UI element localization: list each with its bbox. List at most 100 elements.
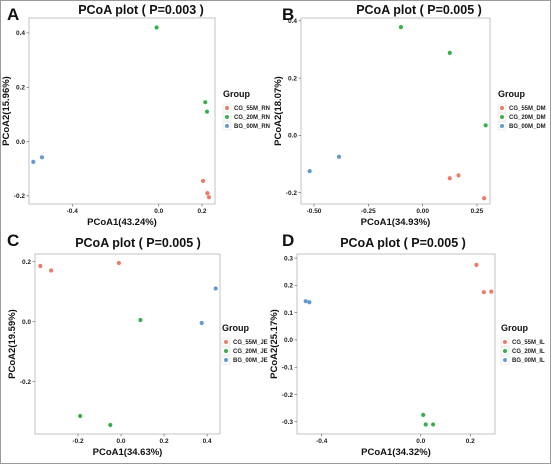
x-tick-label: -0.25: [361, 208, 376, 215]
legend-key-marker: [225, 106, 229, 110]
legend-label: CG_20M_RN: [234, 115, 270, 121]
data-point-cg-55m-dm: [482, 196, 487, 201]
data-point-cg-20m-je: [108, 422, 113, 428]
data-point-cg-55m-rn: [206, 195, 212, 200]
y-tick-label: 0.0: [22, 319, 31, 326]
x-axis-title: PCoA1(43.24%): [87, 217, 157, 228]
data-point-cg-55m-dm: [456, 173, 461, 178]
x-tick-label: 0.25: [471, 208, 484, 215]
data-point-cg-55m-je: [49, 268, 54, 273]
y-axis-title: PCoA2(25.17%): [269, 309, 280, 379]
y-axis-title: PCoA2(15.96%): [1, 76, 12, 146]
y-tick-label: -0.2: [20, 379, 32, 386]
x-tick-label: 0.0: [117, 438, 126, 445]
x-axis-title: PCoA1(34.93%): [361, 217, 431, 228]
legend-key-marker: [225, 115, 229, 119]
plot-frame: [28, 17, 216, 205]
pcoa-panel-a: A PCoA plot ( P=0.003 ) -0.4 0.0 0.2 -0.2 0.0 0…: [1, 3, 270, 228]
x-tick-label: 0.0: [416, 438, 425, 445]
data-point-cg-20m-il: [421, 412, 426, 418]
legend-label: CG_20M_DM: [509, 115, 546, 121]
data-point-cg-20m-dm: [398, 25, 404, 30]
y-tick-label: 0.0: [16, 139, 25, 146]
y-axis-title: PCoA2(18.07%): [273, 76, 284, 146]
x-tick-label: 0.00: [416, 208, 429, 215]
legend-label: BG_00M_JE: [233, 358, 268, 364]
data-point-cg-55m-rn: [205, 191, 210, 196]
data-point-cg-55m-il: [489, 289, 494, 294]
y-tick-label: -0.3: [282, 419, 294, 426]
plot-frame: [296, 253, 496, 435]
y-tick-label: 0.4: [16, 30, 25, 37]
data-point-cg-20m-dm: [483, 123, 488, 128]
legend-key-marker: [503, 340, 507, 344]
y-tick-label: 0.2: [284, 283, 293, 290]
data-point-cg-55m-je: [38, 263, 43, 269]
y-tick-label: -0.2: [282, 392, 294, 399]
legend-label: CG_20M_IL: [512, 349, 545, 355]
legend-key-marker: [224, 340, 228, 344]
plot-title: PCoA plot ( P=0.005 ): [75, 236, 201, 250]
y-tick-label: -0.1: [282, 364, 294, 371]
y-tick-label: 0.4: [288, 18, 297, 25]
x-axis-title: PCoA1(34.63%): [93, 447, 163, 458]
x-tick-label: 0.2: [197, 208, 206, 215]
legend-key-marker: [225, 124, 229, 128]
legend-label: CG_55M_IL: [512, 340, 545, 346]
panel-letter: A: [7, 5, 19, 24]
legend-label: CG_55M_JE: [233, 340, 268, 346]
data-point-cg-20m-il: [431, 422, 436, 427]
pcoa-panel-b: B PCoA plot ( P=0.005 ) -0.50 -0.25 0.00 0.25…: [273, 3, 546, 228]
data-point-bg-00m-il: [303, 299, 308, 304]
legend-title: Group: [223, 89, 250, 99]
legend-key-marker: [500, 124, 504, 128]
panel-letter: B: [282, 5, 294, 24]
x-tick-label: 0.4: [203, 438, 212, 445]
data-point-cg-55m-rn: [201, 178, 206, 184]
data-point-bg-00m-rn: [39, 155, 45, 160]
data-point-cg-55m-dm: [447, 176, 452, 181]
pcoa-panel-c: C PCoA plot ( P=0.005 ) -0.2 0.0 0.2 0.4 -0.2 0…: [7, 231, 268, 458]
plot-frame: [300, 17, 491, 205]
x-tick-label: -0.4: [316, 438, 328, 445]
legend-key-marker: [500, 106, 504, 110]
plot-frame: [34, 253, 221, 435]
x-tick-label: 0.2: [466, 438, 475, 445]
data-point-cg-20m-rn: [154, 25, 159, 30]
y-axis-title: PCoA2(19.59%): [7, 309, 18, 379]
data-point-cg-20m-je: [78, 413, 83, 419]
legend-label: BG_00M_RN: [234, 124, 270, 130]
data-point-bg-00m-je: [213, 286, 218, 291]
y-tick-label: -0.2: [14, 193, 26, 200]
x-tick-label: -0.4: [67, 208, 79, 215]
y-tick-label: 0.0: [284, 337, 293, 344]
data-point-cg-20m-rn: [203, 100, 208, 105]
data-point-cg-55m-il: [481, 290, 486, 295]
y-tick-label: 0.3: [284, 255, 293, 262]
legend-label: BG_00M_IL: [512, 358, 545, 364]
data-point-bg-00m-dm: [336, 154, 342, 159]
panel-letter: C: [7, 231, 19, 250]
x-tick-label: -0.2: [72, 438, 84, 445]
legend-key-marker: [224, 349, 228, 353]
data-point-bg-00m-dm: [307, 168, 312, 174]
legend-label: CG_55M_RN: [234, 106, 270, 112]
plot-title: PCoA plot ( P=0.005 ): [340, 236, 466, 250]
legend-label: CG_55M_DM: [509, 106, 546, 112]
pcoa-panel-d: D PCoA plot ( P=0.005 ) -0.4 0.0 0.2 -0.3 -0.2…: [269, 231, 545, 458]
data-point-cg-20m-il: [423, 422, 428, 427]
y-tick-label: 0.1: [284, 310, 293, 317]
legend-label: CG_20M_JE: [233, 349, 268, 355]
legend-key-marker: [503, 358, 507, 362]
legend-title: Group: [222, 323, 249, 333]
plot-title: PCoA plot ( P=0.003 ): [78, 3, 204, 17]
legend-title: Group: [501, 323, 528, 333]
plot-title: PCoA plot ( P=0.005 ): [356, 3, 482, 17]
y-tick-label: 0.0: [288, 133, 297, 140]
data-point-cg-20m-dm: [447, 50, 452, 56]
x-tick-label: 0.0: [154, 208, 163, 215]
legend-key-marker: [503, 349, 507, 353]
data-point-bg-00m-rn: [31, 159, 36, 165]
